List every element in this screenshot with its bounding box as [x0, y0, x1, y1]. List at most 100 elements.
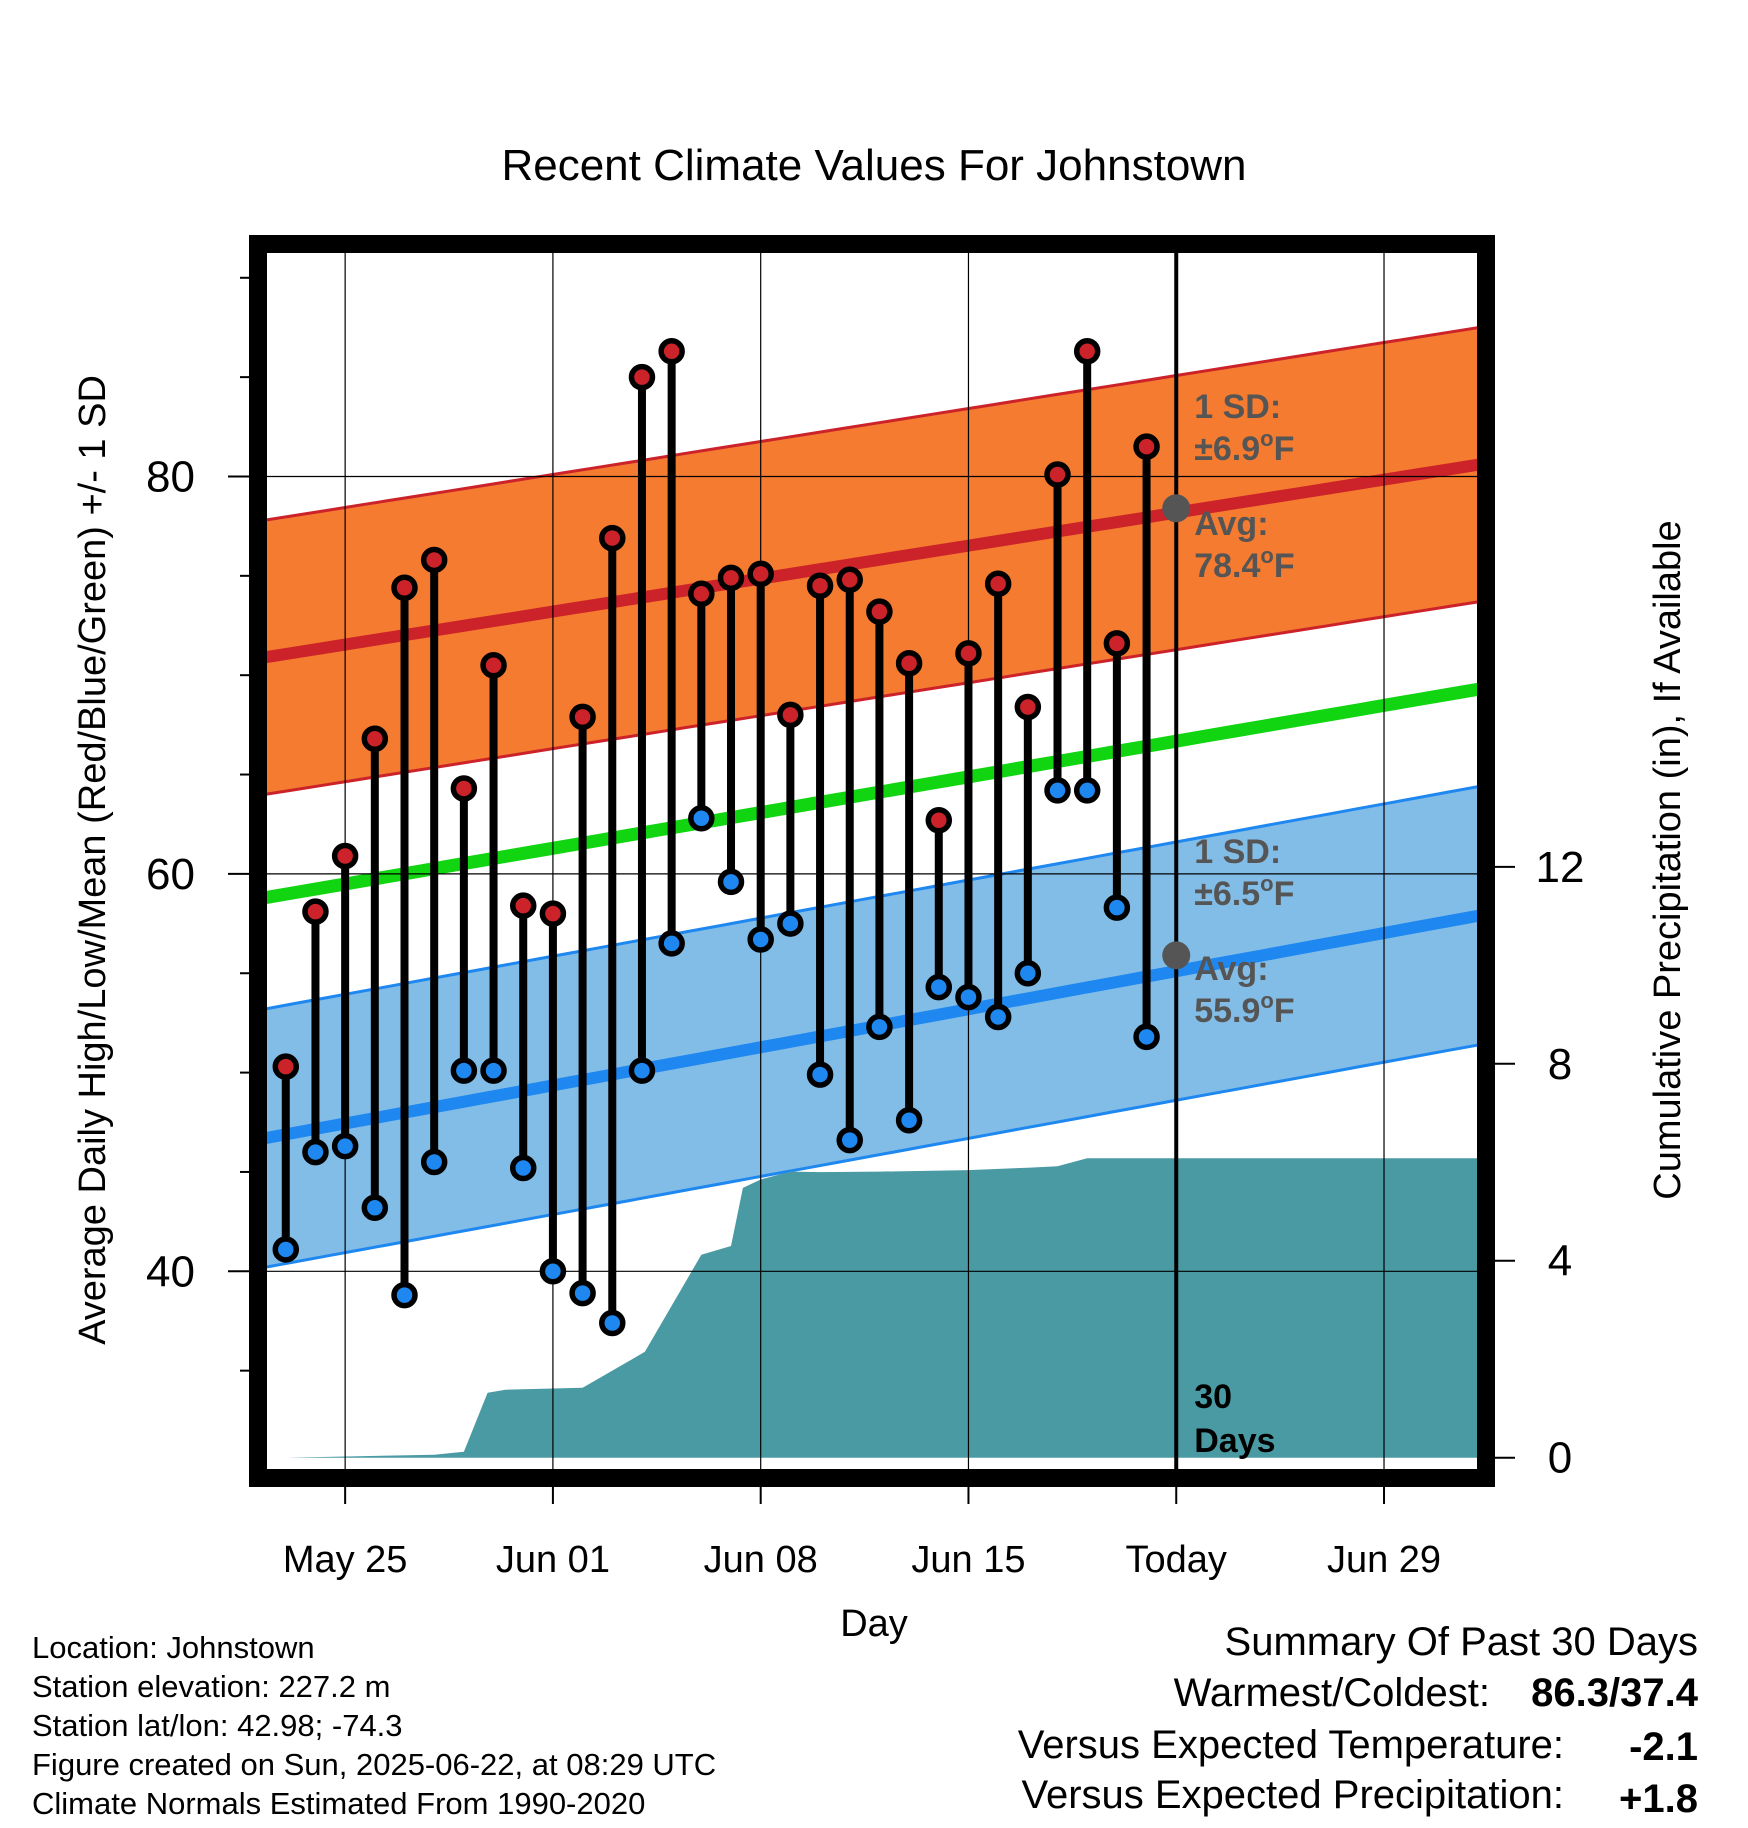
plot-area: [265, 326, 1479, 1458]
y-right-tick-label: 12: [1536, 843, 1585, 892]
daily-high-point: [984, 570, 1012, 598]
daily-high-point: [806, 572, 834, 600]
daily-low-point: [539, 1258, 567, 1285]
daily-low-point: [925, 973, 953, 1001]
latlon-text: Station lat/lon: 42.98; -74.3: [32, 1708, 403, 1743]
daily-high-point: [777, 701, 804, 729]
low-sd-label: 1 SD:: [1194, 833, 1281, 871]
high-avg-label: Avg:: [1194, 505, 1268, 543]
daily-low-point: [391, 1281, 418, 1309]
daily-low-point: [777, 910, 804, 937]
today-avg-high-point: [1162, 494, 1191, 523]
x-tick-label: May 25: [283, 1539, 408, 1581]
daily-low-point: [272, 1236, 300, 1263]
daily-low-point: [658, 930, 685, 957]
daily-low-point: [569, 1279, 596, 1307]
daily-high-point: [331, 842, 359, 870]
y-right-tick-label: 0: [1548, 1434, 1572, 1483]
data-marks: [272, 338, 1191, 1337]
daily-low-point: [331, 1132, 359, 1160]
y-left-tick-label: 60: [146, 850, 195, 899]
low-sd-value: ±6.5oF: [1194, 871, 1294, 913]
summary-title: Summary Of Past 30 Days: [1225, 1620, 1698, 1664]
daily-high-point: [628, 363, 656, 391]
elevation-text: Station elevation: 227.2 m: [32, 1669, 390, 1704]
y-axis-label-left: Average Daily High/Low/Mean (Red/Blue/Gr…: [72, 375, 114, 1345]
daily-high-point: [361, 725, 389, 753]
precip-area: [285, 1158, 1479, 1458]
daily-high-point: [688, 580, 715, 607]
high-sd-upper-edge: [265, 326, 1479, 522]
days-word-label: Days: [1194, 1422, 1275, 1460]
high-sd-label: 1 SD:: [1194, 388, 1281, 426]
daily-low-point: [420, 1148, 448, 1176]
daily-high-point: [509, 892, 537, 919]
daily-high-point: [391, 574, 418, 602]
daily-high-point: [569, 703, 596, 731]
today-avg-low-point: [1162, 941, 1191, 970]
daily-low-point: [628, 1057, 656, 1084]
daily-high-point: [955, 640, 982, 667]
daily-high-point: [599, 524, 626, 552]
created-text: Figure created on Sun, 2025-06-22, at 08…: [32, 1747, 716, 1782]
y-right-tick-label: 8: [1548, 1040, 1572, 1089]
x-tick-label: Jun 15: [911, 1539, 1025, 1581]
daily-low-point: [806, 1061, 834, 1088]
daily-low-point: [450, 1057, 478, 1084]
daily-low-point: [1133, 1023, 1160, 1051]
daily-low-point: [1044, 777, 1071, 804]
daily-high-point: [480, 652, 507, 679]
daily-high-point: [925, 806, 953, 834]
daily-high-point: [658, 338, 685, 365]
x-tick-label: Jun 01: [496, 1539, 610, 1581]
precip-label: Versus Expected Precipitation:: [1021, 1773, 1564, 1817]
warmest-value: 86.3/37.4: [1531, 1671, 1699, 1715]
daily-high-point: [302, 898, 329, 925]
daily-high-point: [895, 650, 923, 677]
y-right-tick-label: 4: [1548, 1237, 1572, 1286]
axes: May 25 Jun 01 Jun 08 Jun 15 Today Jun 2940608…: [146, 276, 1585, 1581]
daily-low-point: [688, 805, 715, 832]
summary-panel: Summary Of Past 30 Days Warmest/Coldest:…: [1018, 1620, 1699, 1821]
normals-text: Climate Normals Estimated From 1990-2020: [32, 1786, 645, 1821]
chart-title: Recent Climate Values For Johnstown: [501, 141, 1246, 190]
low-sd-lower-edge: [265, 1043, 1479, 1269]
precip-value: +1.8: [1619, 1777, 1698, 1821]
high-mean-line: [265, 458, 1479, 664]
daily-low-point: [836, 1126, 863, 1154]
daily-low-point: [480, 1057, 507, 1084]
daily-high-point: [717, 564, 745, 592]
high-sd-value: ±6.9oF: [1194, 426, 1294, 468]
daily-high-point: [450, 775, 478, 802]
high-avg-value: 78.4oF: [1194, 543, 1294, 585]
daily-low-point: [599, 1309, 626, 1337]
daily-low-point: [747, 926, 774, 953]
warmest-label: Warmest/Coldest:: [1174, 1671, 1490, 1715]
daily-high-point: [866, 598, 893, 625]
x-tick-label: Today: [1126, 1539, 1227, 1581]
daily-high-point: [1103, 630, 1131, 657]
daily-low-point: [1014, 959, 1042, 987]
daily-low-point: [717, 868, 745, 896]
y-left-tick-label: 40: [146, 1247, 195, 1296]
x-tick-label: Jun 29: [1327, 1539, 1441, 1581]
x-axis-label: Day: [840, 1603, 908, 1645]
daily-high-point: [1044, 461, 1071, 488]
daily-high-point: [1133, 433, 1160, 460]
daily-high-point: [747, 560, 774, 588]
daily-low-point: [955, 983, 982, 1011]
daily-high-point: [420, 546, 448, 574]
temp-label: Versus Expected Temperature:: [1018, 1723, 1564, 1767]
y-axis-label-right: Cumulative Precipitation (in), If Availa…: [1647, 520, 1689, 1199]
daily-low-point: [1103, 894, 1131, 921]
daily-low-point: [984, 1003, 1012, 1031]
low-avg-label: Avg:: [1194, 950, 1268, 988]
daily-low-point: [302, 1138, 329, 1166]
station-info: Location: Johnstown Station elevation: 2…: [32, 1630, 716, 1821]
plot-frame: [249, 235, 1495, 1487]
temp-value: -2.1: [1629, 1725, 1698, 1769]
daily-low-point: [1073, 777, 1101, 804]
daily-low-point: [895, 1107, 923, 1134]
location-text: Location: Johnstown: [32, 1630, 315, 1665]
